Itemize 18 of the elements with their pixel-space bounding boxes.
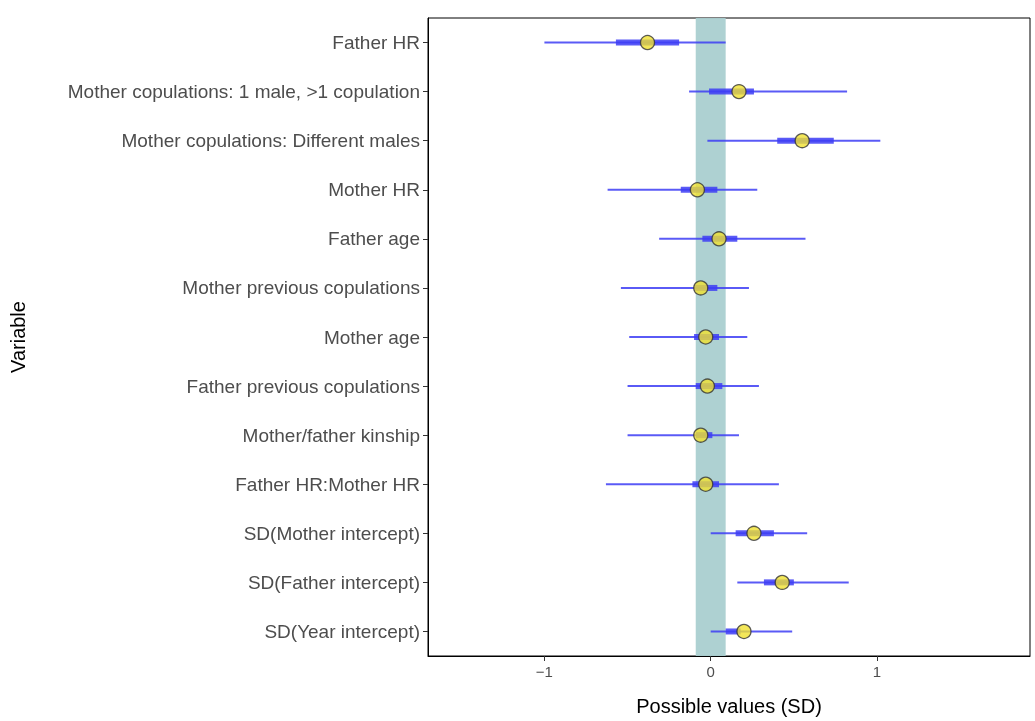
y-tick-label: Mother/father kinship — [242, 424, 420, 446]
y-tick-label: Father previous copulations — [186, 375, 420, 397]
x-axis-title: Possible values (SD) — [636, 695, 822, 717]
x-tick-label: 1 — [872, 663, 882, 680]
y-tick-label: Mother HR — [328, 179, 420, 201]
y-tick-label: Mother previous copulations — [182, 277, 420, 299]
y-tick-label: Father HR:Mother HR — [235, 473, 420, 495]
y-tick-label: Mother copulations: Different males — [121, 130, 420, 152]
y-tick-label: SD(Mother intercept) — [243, 522, 420, 544]
y-tick-label: Mother copulations: 1 male, >1 copulation — [67, 81, 420, 103]
x-tick-label: −1 — [535, 663, 553, 680]
x-tick-label: 0 — [706, 663, 715, 680]
y-tick-label: Father HR — [332, 32, 420, 54]
y-tick-label: Mother age — [323, 326, 420, 348]
y-tick-label: SD(Father intercept) — [247, 571, 420, 593]
y-tick-label: Father age — [328, 228, 420, 250]
y-tick-label: SD(Year intercept) — [264, 620, 420, 642]
y-axis-title: Variable — [7, 301, 29, 373]
